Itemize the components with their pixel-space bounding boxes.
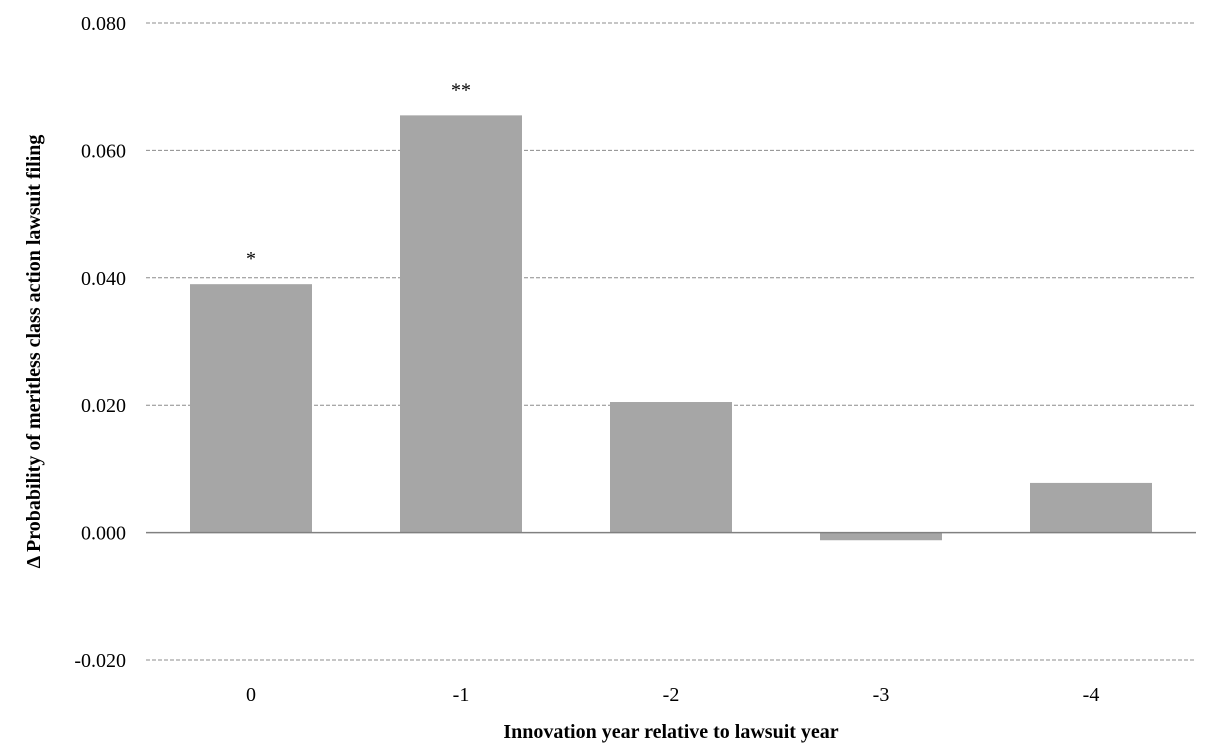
x-axis-title: Innovation year relative to lawsuit year [503,721,838,743]
x-tick-label: -3 [873,684,890,706]
x-tick-label: -4 [1083,684,1100,706]
x-axis-ticks: 0 -1 -2 -3 -4 [246,684,1099,706]
y-tick-label: 0.080 [81,13,126,35]
x-tick-label: -2 [663,684,680,706]
y-tick-label: 0.040 [81,268,126,290]
bars [190,115,1152,541]
bar [190,284,312,533]
y-axis-title: Δ Probability of meritless class action … [23,135,45,569]
bar [610,402,732,533]
y-tick-label: 0.060 [81,140,126,162]
y-axis-ticks: -0.020 0.000 0.020 0.040 0.060 0.080 [74,13,126,672]
x-tick-label: 0 [246,684,256,706]
x-tick-label: -1 [453,684,470,706]
y-tick-label: 0.020 [81,395,126,417]
y-tick-label: 0.000 [81,523,126,545]
significance-label: ** [451,79,471,101]
data-labels: *** [246,79,471,270]
significance-label: * [246,248,256,270]
bar [820,532,942,541]
bar [1030,482,1152,533]
bar [400,115,522,533]
y-tick-label: -0.020 [74,650,126,672]
